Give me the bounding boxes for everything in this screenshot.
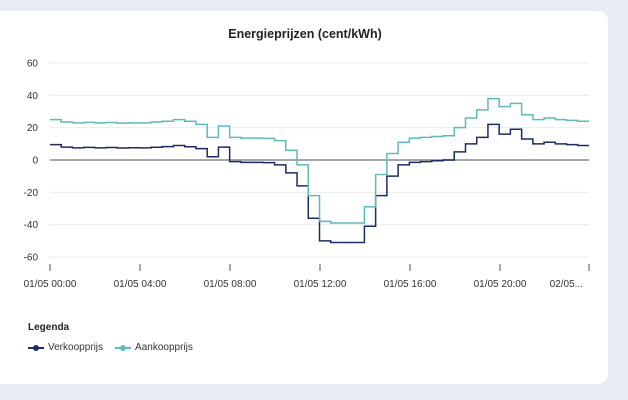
y-tick-label: 40 <box>27 91 39 102</box>
y-tick-label: 0 <box>32 156 38 167</box>
x-tick-label: 01/05 16:00 <box>384 279 437 290</box>
series-line-aankoopprijs <box>50 97 589 224</box>
legend-item-aankoopprijs[interactable]: Aankoopprijs <box>115 342 193 353</box>
legend-marker-icon <box>28 343 44 353</box>
legend: Verkoopprijs Aankoopprijs <box>28 342 193 353</box>
legend-title: Legenda <box>28 322 70 333</box>
legend-item-verkoopprijs[interactable]: Verkoopprijs <box>28 342 103 353</box>
y-tick-label: -60 <box>24 253 39 264</box>
legend-marker-icon <box>115 343 132 353</box>
legend-label: Aankoopprijs <box>135 342 193 353</box>
x-tick-label: 01/05 00:00 <box>24 279 77 290</box>
x-tick-label: 02/05... <box>550 279 583 290</box>
x-tick-label: 01/05 12:00 <box>294 279 347 290</box>
y-tick-label: 20 <box>27 123 39 134</box>
y-axis-labels: -60 -40 -20 0 20 40 60 <box>24 59 39 264</box>
y-tick-label: -40 <box>24 220 39 231</box>
chart-title: Energieprijzen (cent/kWh) <box>228 27 382 41</box>
legend-label: Verkoopprijs <box>48 342 104 353</box>
x-tick-label: 01/05 08:00 <box>204 279 257 290</box>
x-axis: 01/05 00:00 01/05 04:00 01/05 08:00 01/05 1… <box>24 264 590 290</box>
x-tick-label: 01/05 20:00 <box>474 279 527 290</box>
chart-card <box>0 11 608 384</box>
y-tick-label: 60 <box>27 59 39 70</box>
y-tick-label: -20 <box>24 188 39 199</box>
chart-series <box>50 97 589 244</box>
x-tick-label: 01/05 04:00 <box>114 279 167 290</box>
